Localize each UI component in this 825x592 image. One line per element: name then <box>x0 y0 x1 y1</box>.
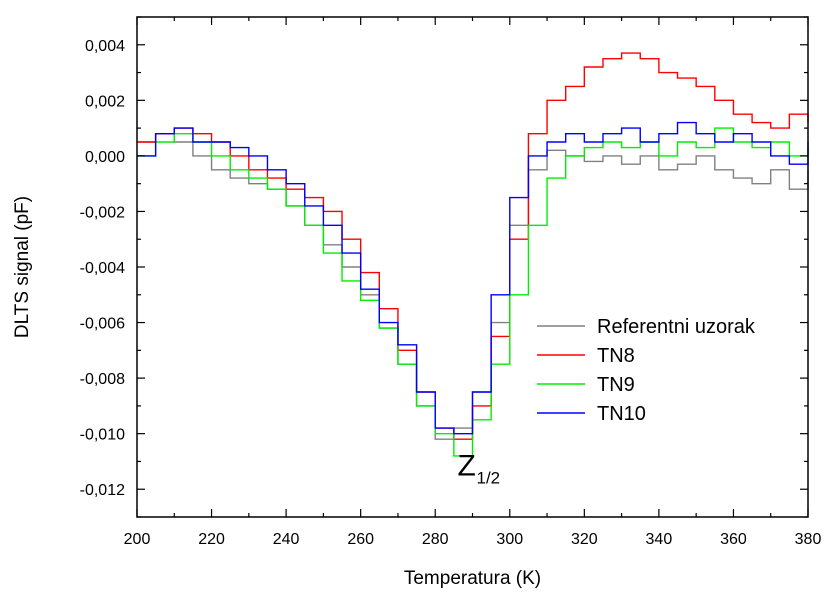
x-tick-label: 320 <box>571 531 598 548</box>
peak-annotation-subscript: 1/2 <box>477 468 501 487</box>
y-tick-label: -0,010 <box>80 427 125 444</box>
legend-label: Referentni uzorak <box>597 316 756 338</box>
y-axis-title: DLTS signal (pF) <box>12 196 33 338</box>
peak-annotation-label: Z <box>458 449 476 482</box>
x-tick-label: 380 <box>795 531 822 548</box>
series-layer <box>137 52 809 457</box>
series-line-2 <box>137 52 809 440</box>
x-tick-label: 240 <box>273 531 300 548</box>
y-tick-label: -0,004 <box>80 260 125 277</box>
y-tick-label: -0,002 <box>80 204 125 221</box>
x-tick-label: 220 <box>198 531 225 548</box>
x-tick-label: 340 <box>646 531 673 548</box>
x-axis-title: Temperatura (K) <box>404 568 541 589</box>
legend: Referentni uzorak TN8 TN9 TN10 <box>537 316 756 425</box>
y-tick-label: -0,012 <box>80 482 125 499</box>
x-tick-label: 260 <box>347 531 374 548</box>
legend-label: TN8 <box>597 345 635 367</box>
x-tick-label: 300 <box>496 531 523 548</box>
legend-label: TN10 <box>597 403 646 425</box>
y-tick-label: -0,006 <box>80 316 125 333</box>
ticks-layer: 200 220 240 260 280 300 320 340 360 380 0,004 0,002… <box>80 16 822 548</box>
y-tick-label: 0,000 <box>85 149 125 166</box>
y-tick-label: -0,008 <box>80 371 125 388</box>
x-tick-label: 360 <box>720 531 747 548</box>
x-tick-label: 280 <box>422 531 449 548</box>
y-tick-label: 0,004 <box>85 38 125 55</box>
series-line-4 <box>137 121 809 435</box>
y-tick-label: 0,002 <box>85 93 125 110</box>
legend-label: TN9 <box>597 374 635 396</box>
x-tick-label: 200 <box>124 531 151 548</box>
